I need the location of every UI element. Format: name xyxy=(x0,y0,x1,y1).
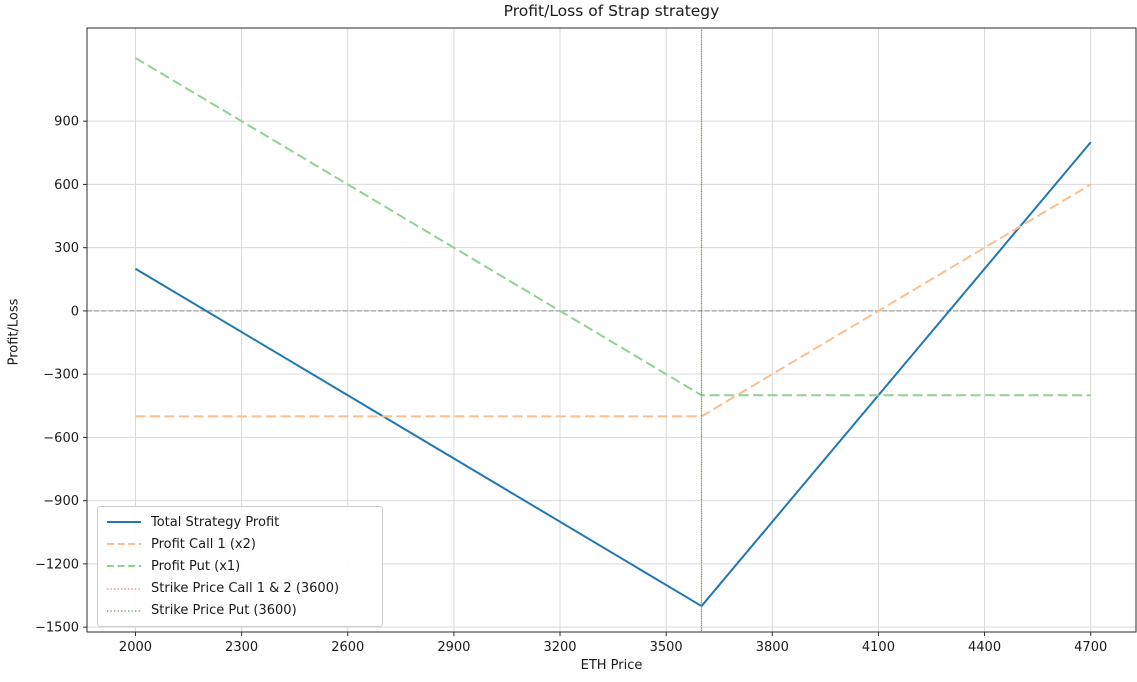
x-axis-label: ETH Price xyxy=(580,658,643,673)
legend-item-profit-call-1-x2: Profit Call 1 (x2) xyxy=(106,537,374,552)
x-tick-label: 2600 xyxy=(331,640,364,655)
x-tick-label: 2300 xyxy=(225,640,258,655)
x-tick-label: 3800 xyxy=(756,640,789,655)
legend-swatch-dotted-line-icon xyxy=(107,610,141,612)
y-tick-label: −1200 xyxy=(35,557,79,572)
series-line-profit-put-x1 xyxy=(134,57,1091,397)
legend-item-profit-put-x1: Profit Put (x1) xyxy=(106,559,374,574)
x-tick-label: 3200 xyxy=(543,640,576,655)
legend-label: Strike Price Put (3600) xyxy=(151,603,297,619)
legend-swatch-dotted-line-icon xyxy=(107,588,141,590)
x-tick-label: 2900 xyxy=(437,640,470,655)
axes-spines xyxy=(86,27,1137,633)
y-tick-label: −1500 xyxy=(35,621,79,636)
y-tick-label: 0 xyxy=(71,304,79,319)
legend-item-strike-price-call-1-2-3600: Strike Price Call 1 & 2 (3600) xyxy=(106,581,374,596)
legend-label: Strike Price Call 1 & 2 (3600) xyxy=(151,581,340,597)
x-tick-label: 4700 xyxy=(1074,640,1107,655)
y-tick-label: −300 xyxy=(43,368,79,383)
legend-label: Profit Put (x1) xyxy=(151,558,241,574)
legend-swatch-dashed-line-icon xyxy=(107,543,141,546)
series-line-profit-call-1-x2 xyxy=(135,183,1092,418)
y-tick-label: 600 xyxy=(54,178,79,193)
y-axis-label: Profit/Loss xyxy=(6,298,22,366)
x-tick-label: 4100 xyxy=(862,640,895,655)
chart-title: Profit/Loss of Strap strategy xyxy=(503,2,720,20)
legend-swatch-dashed-line-icon xyxy=(107,565,141,568)
y-tick-label: 900 xyxy=(54,115,79,130)
legend-swatch-solid-line-icon xyxy=(107,521,141,524)
y-tick-label: −900 xyxy=(43,494,79,509)
x-tick-label: 4400 xyxy=(968,640,1001,655)
y-tick-label: −600 xyxy=(43,431,79,446)
x-tick-label: 2000 xyxy=(119,640,152,655)
legend-item-total-strategy-profit: Total Strategy Profit xyxy=(106,515,374,530)
legend-item-strike-price-put-3600: Strike Price Put (3600) xyxy=(106,603,374,618)
legend-label: Profit Call 1 (x2) xyxy=(151,536,256,552)
y-tick-label: 300 xyxy=(54,241,79,256)
x-tick-label: 3500 xyxy=(650,640,683,655)
legend: Total Strategy Profit Profit Call 1 (x2) P… xyxy=(97,506,383,627)
legend-label: Total Strategy Profit xyxy=(151,514,280,530)
